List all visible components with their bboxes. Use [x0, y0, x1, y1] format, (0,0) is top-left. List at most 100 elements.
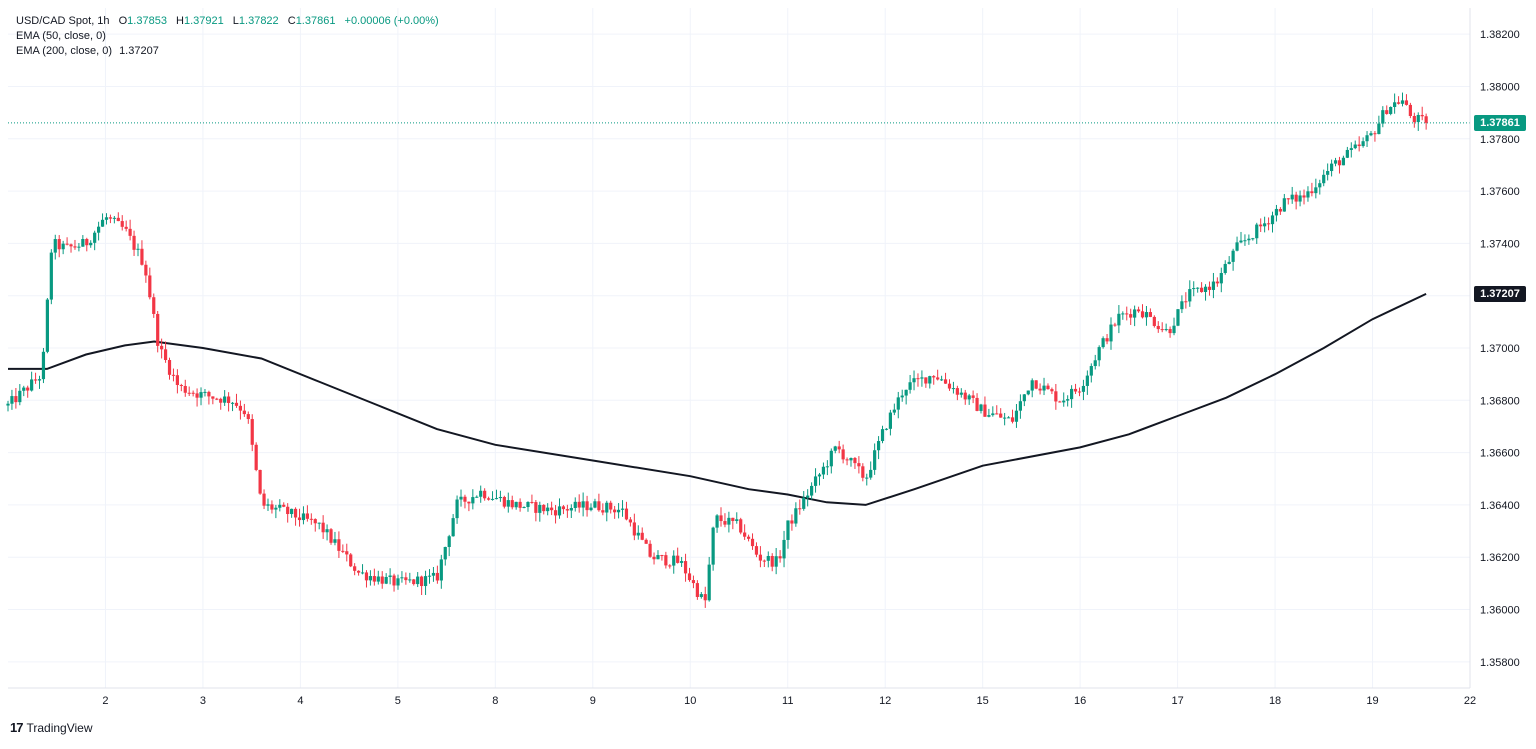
- candle-body: [888, 412, 892, 429]
- candle-body: [1172, 325, 1176, 334]
- candle-body: [983, 404, 987, 417]
- candle-body: [250, 419, 254, 445]
- candle-body: [865, 477, 869, 479]
- candle-body: [1369, 133, 1373, 136]
- candle-body: [735, 519, 739, 522]
- candle-body: [1365, 135, 1369, 142]
- candle-body: [1180, 301, 1184, 310]
- legend-ema50-row[interactable]: EMA (50, close, 0): [16, 29, 439, 44]
- candle-body: [26, 387, 30, 391]
- candle-body: [1188, 289, 1192, 302]
- candle-body: [1054, 391, 1058, 402]
- candle-body: [223, 396, 227, 403]
- candle-body: [1266, 223, 1271, 225]
- candle-body: [1066, 399, 1070, 401]
- candle-body: [680, 561, 684, 563]
- candle-body: [1070, 388, 1074, 400]
- candle-body: [435, 572, 439, 581]
- candle-body: [1243, 240, 1247, 242]
- candle-body: [510, 500, 514, 508]
- candle-body: [1345, 149, 1349, 158]
- candle-body: [1329, 163, 1334, 172]
- candle-body: [112, 217, 116, 219]
- x-tick-label: 9: [590, 695, 596, 707]
- legend-open-label: O: [118, 15, 128, 27]
- candle-body: [991, 413, 995, 416]
- candle-body: [274, 507, 278, 510]
- candle-body: [581, 501, 585, 508]
- candle-body: [1239, 240, 1243, 243]
- candle-body: [979, 404, 983, 411]
- y-tick-label: 1.35800: [1480, 657, 1520, 669]
- candle-body: [219, 398, 223, 403]
- candle-body: [880, 429, 885, 442]
- candle-body: [743, 532, 747, 537]
- candle-body: [754, 546, 759, 555]
- candle-body: [1125, 313, 1129, 315]
- candle-body: [282, 504, 286, 507]
- ema200-layer: [8, 292, 1427, 506]
- candle-body: [884, 428, 889, 430]
- candle-body: [963, 392, 967, 400]
- candle-body: [100, 219, 105, 227]
- candle-body: [49, 252, 53, 300]
- last-price-tag: 1.37861: [1474, 114, 1526, 131]
- candle-body: [467, 501, 471, 504]
- candle-body: [104, 217, 109, 220]
- candle-body: [1263, 223, 1267, 227]
- candle-body: [1034, 380, 1038, 389]
- candle-body: [148, 275, 152, 298]
- candle-body: [443, 546, 447, 560]
- candle-body: [1278, 208, 1282, 212]
- candle-body: [167, 359, 172, 375]
- candle-body: [388, 575, 392, 578]
- candle-body: [439, 559, 443, 581]
- candle-body: [1203, 286, 1208, 292]
- candle-body: [203, 391, 207, 393]
- chart-legend: USD/CAD Spot, 1h O1.37853 H1.37921 L1.37…: [16, 14, 439, 59]
- candle-body: [297, 517, 302, 521]
- candle-body: [853, 457, 857, 464]
- candle-body: [750, 538, 755, 547]
- candle-body: [128, 228, 132, 236]
- candle-body: [542, 504, 546, 512]
- legend-symbol[interactable]: USD/CAD Spot, 1h: [16, 15, 110, 27]
- candle-body: [270, 504, 274, 510]
- candle-body: [959, 392, 963, 395]
- candle-body: [30, 379, 34, 391]
- tradingview-logo[interactable]: 17 TradingView: [10, 720, 93, 735]
- candle-body: [577, 501, 581, 508]
- candle-body: [1420, 114, 1424, 117]
- candle-body: [1298, 195, 1302, 202]
- candle-body: [1093, 360, 1097, 367]
- candle-body: [431, 572, 436, 576]
- candle-body: [230, 402, 235, 404]
- x-tick-label: 10: [684, 695, 696, 707]
- candle-body: [290, 508, 294, 515]
- candle-body: [1302, 195, 1306, 198]
- candle-body: [1211, 281, 1216, 290]
- candle-body: [1314, 187, 1318, 194]
- candle-body: [85, 238, 89, 246]
- candle-body: [1152, 316, 1156, 326]
- candle-body: [498, 496, 503, 499]
- candle-body: [1101, 338, 1105, 348]
- candle-body: [1081, 385, 1086, 392]
- candle-body: [821, 466, 826, 475]
- candle-body: [522, 507, 526, 509]
- candle-body: [687, 573, 692, 581]
- candle-body: [408, 579, 412, 581]
- candle-body: [672, 555, 676, 566]
- candle-body: [238, 405, 243, 411]
- x-tick-label: 8: [492, 695, 498, 707]
- candle-body: [707, 564, 711, 601]
- candle-body: [1251, 238, 1255, 240]
- candle-body: [356, 570, 361, 573]
- legend-ema200-value: 1.37207: [119, 45, 159, 57]
- candle-body: [605, 502, 609, 513]
- legend-ema200-row[interactable]: EMA (200, close, 0) 1.37207: [16, 44, 439, 59]
- candle-body: [427, 575, 432, 577]
- candle-body: [6, 403, 10, 406]
- candle-body: [1156, 325, 1160, 330]
